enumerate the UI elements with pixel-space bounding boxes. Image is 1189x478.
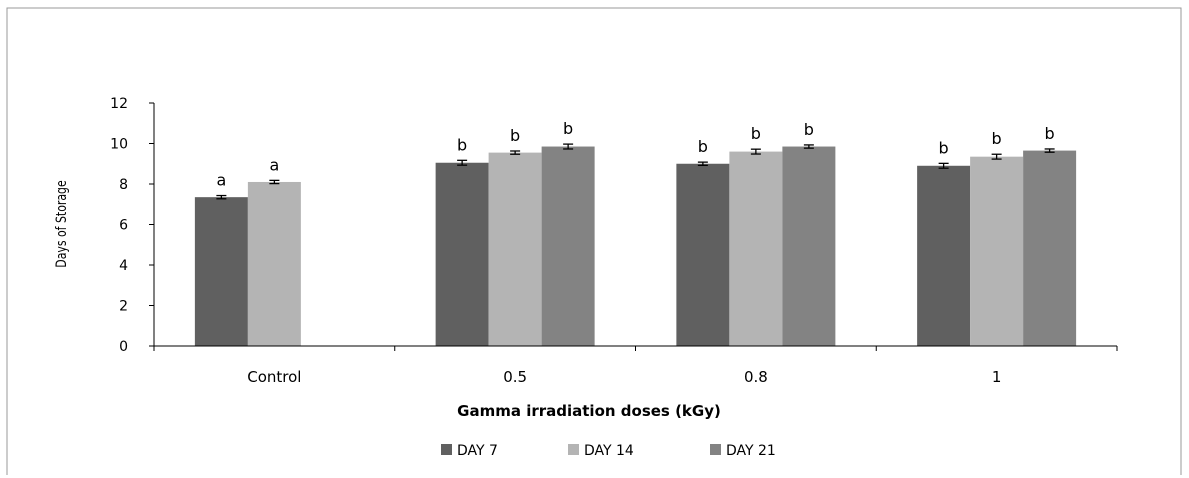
significance-label: a [216,171,226,190]
significance-label: a [269,155,279,174]
significance-label: b [939,138,949,157]
bar [1023,150,1077,346]
significance-label: b [457,135,467,154]
x-axis-title: Gamma irradiation doses (kGy) [457,402,721,420]
y-tick-label: 10 [110,137,128,153]
bar-labels-layer: a a b b b b b b b b b [216,119,1054,189]
legend: DAY 7 DAY 14 DAY 21 [441,443,776,459]
y-tick-label: 6 [119,218,128,234]
legend-label: DAY 7 [457,443,498,459]
x-ticks-layer: Control 0.5 0.8 1 [153,346,1118,386]
significance-label: b [510,126,520,145]
x-tick-label: Control [247,368,301,386]
x-tick-label: 0.8 [744,368,768,386]
significance-label: b [804,120,814,139]
bar [970,156,1024,346]
chart-border [6,7,1182,475]
bars-layer [194,143,1077,346]
bar [541,146,595,346]
bar [917,165,971,346]
legend-swatch [568,444,579,455]
legend-swatch [441,444,452,455]
legend-swatch [710,444,721,455]
significance-label: b [751,124,761,143]
legend-label: DAY 14 [584,443,634,459]
bar [194,197,248,346]
y-tick-label: 8 [119,177,128,193]
bar [435,162,489,346]
legend-label: DAY 21 [726,443,776,459]
bar [247,181,301,346]
significance-label: b [698,137,708,156]
bar [676,163,730,346]
x-tick-label: 0.5 [503,368,527,386]
bar [782,146,836,346]
x-tick-label: 1 [992,368,1002,386]
significance-label: b [992,129,1002,148]
bar [729,151,783,346]
significance-label: b [563,119,573,138]
y-tick-label: 12 [110,96,128,112]
y-tick-label: 4 [119,258,128,274]
bar [488,152,542,346]
y-tick-label: 0 [119,339,128,355]
y-axis-title: Days of Storage [53,180,70,268]
significance-label: b [1045,124,1055,143]
y-ticks-layer: 0 2 4 6 8 10 12 [110,96,154,355]
y-tick-label: 2 [119,299,128,315]
